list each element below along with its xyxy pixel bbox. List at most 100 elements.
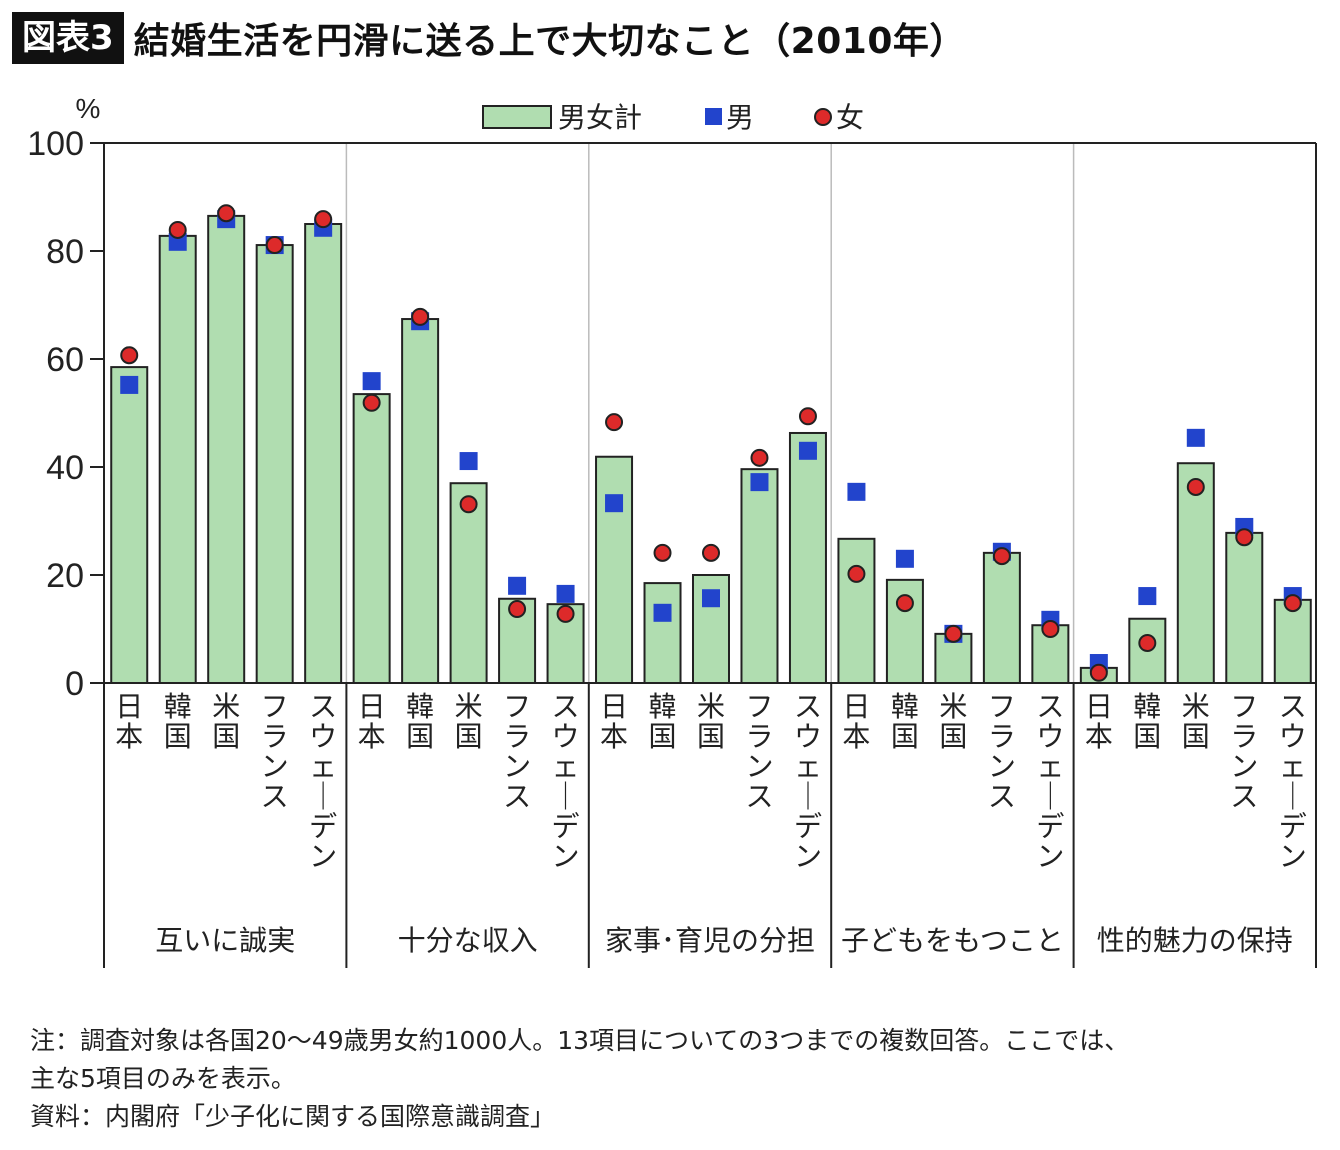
marker-male [120, 375, 139, 394]
x-category-label: フランス [988, 691, 1016, 812]
bar-total [401, 318, 440, 684]
marker-female [1089, 663, 1108, 682]
y-tick-label: 20 [46, 557, 84, 595]
bar-total [1273, 598, 1312, 685]
bar-total [595, 455, 634, 684]
x-category-label: 韓国 [406, 691, 434, 752]
x-category-label: フランス [745, 691, 773, 812]
marker-female [411, 307, 430, 326]
marker-female [120, 346, 139, 365]
marker-female [702, 543, 720, 562]
y-axis-unit: % [76, 93, 101, 124]
x-category-label: スウェ｜デン [552, 691, 580, 872]
marker-female [605, 413, 624, 432]
marker-female [1235, 528, 1254, 547]
group-label: 性的魅力の保持 [1097, 925, 1293, 956]
marker-female [653, 543, 672, 562]
x-category-label: 米国 [455, 691, 483, 752]
note-line-1: 注：調査対象は各国20〜49歳男女約1000人。13項目についての3つまでの複数… [30, 1026, 1130, 1055]
note-line-2: 主な5項目のみを表示。 [30, 1064, 296, 1093]
x-category-label: 米国 [1182, 691, 1210, 752]
marker-male [798, 441, 817, 460]
y-tick-label: 80 [46, 233, 84, 271]
marker-female [750, 448, 769, 467]
group-label: 子どもをもつこと [841, 925, 1064, 956]
marker-female [1186, 477, 1205, 496]
chart-canvas: 020406080100%日本韓国米国フランススウェ｜デン互いに誠実日本韓国米国… [27, 93, 1317, 968]
bar-total [158, 234, 197, 684]
marker-female [1283, 594, 1302, 613]
marker-male [459, 452, 478, 471]
bar-total [255, 244, 294, 684]
marker-female [895, 594, 914, 613]
x-category-label: 韓国 [164, 691, 192, 752]
x-category-label: スウェ｜デン [1279, 691, 1307, 872]
marker-female [362, 393, 381, 412]
bar-total [352, 393, 391, 684]
bar-total [837, 537, 876, 684]
marker-female [944, 624, 963, 643]
bar-total [740, 468, 779, 684]
legend-female-swatch [814, 108, 832, 126]
marker-male [847, 482, 866, 501]
x-category-label: スウェ｜デン [309, 691, 337, 872]
marker-male [750, 473, 769, 492]
marker-male [605, 494, 624, 513]
x-category-label: フランス [1230, 691, 1258, 812]
y-tick-label: 60 [46, 341, 84, 379]
bar-total [643, 582, 682, 684]
marker-female [556, 604, 575, 623]
marker-female [217, 204, 236, 223]
y-tick-label: 40 [46, 449, 84, 487]
y-tick-label: 100 [27, 125, 84, 163]
x-category-label: 日本 [842, 691, 870, 752]
legend-total-label: 男女計 [558, 102, 642, 133]
marker-male [508, 576, 527, 595]
marker-female [508, 600, 527, 619]
x-category-label: スウェ｜デン [794, 691, 822, 872]
x-category-label: 日本 [1085, 691, 1113, 752]
legend-female-label: 女 [836, 102, 864, 133]
chart-header: 図表3 結婚生活を円滑に送る上で大切なこと（2010年） [12, 12, 966, 64]
marker-female [265, 236, 284, 255]
group-label: 互いに誠実 [155, 925, 295, 956]
x-category-label: 韓国 [1133, 691, 1161, 752]
marker-male [895, 549, 914, 568]
marker-male [653, 603, 672, 622]
bar-total [449, 482, 488, 685]
legend-total-swatch [482, 105, 552, 129]
x-category-label: 韓国 [649, 691, 677, 752]
footnotes: 注：調査対象は各国20〜49歳男女約1000人。13項目についての3つまでの複数… [30, 1022, 1129, 1136]
x-category-label: 日本 [600, 691, 628, 752]
figure-number-badge: 図表3 [12, 12, 124, 64]
bar-total [304, 223, 343, 684]
x-category-label: 米国 [939, 691, 967, 752]
marker-male [556, 584, 575, 603]
marker-female [1138, 634, 1157, 653]
bar-total [788, 431, 827, 685]
x-category-label: 米国 [212, 691, 240, 752]
chart-title: 結婚生活を円滑に送る上で大切なこと（2010年） [133, 21, 966, 62]
x-category-label: フランス [261, 691, 289, 812]
source-line: 資料：内閣府「少子化に関する国際意識調査」 [30, 1102, 556, 1131]
marker-female [168, 220, 187, 239]
marker-female [798, 407, 817, 426]
x-category-label: 日本 [115, 691, 143, 752]
bar-total [1176, 462, 1215, 684]
x-category-label: フランス [503, 691, 531, 812]
x-category-label: スウェ｜デン [1036, 691, 1064, 872]
marker-female [1041, 620, 1060, 638]
x-category-label: 韓国 [891, 691, 919, 752]
bar-total [982, 551, 1021, 684]
x-category-label: 米国 [697, 691, 725, 752]
legend-male-label: 男 [726, 102, 754, 133]
bar-total [207, 214, 246, 684]
group-label: 家事･育児の分担 [605, 925, 815, 956]
legend-male-swatch [705, 108, 722, 125]
marker-female [992, 547, 1011, 566]
bar-total [1225, 531, 1264, 684]
marker-male [1186, 428, 1205, 447]
marker-female [459, 495, 478, 514]
y-tick-label: 0 [65, 665, 84, 703]
group-label: 十分な収入 [398, 925, 538, 956]
